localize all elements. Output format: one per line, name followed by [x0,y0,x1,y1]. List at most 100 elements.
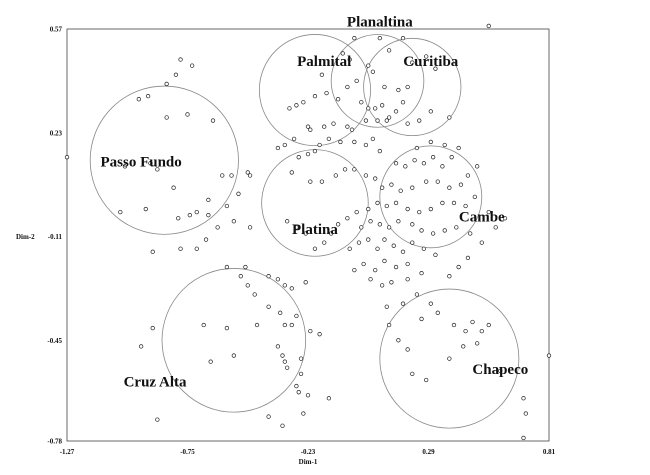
data-point [247,225,253,230]
data-point [472,194,477,200]
data-point [280,423,285,428]
data-point [220,173,225,178]
data-point [312,246,318,251]
data-point [280,353,285,358]
data-point [449,155,454,160]
data-point [465,173,471,178]
label-planaltina: Planaltina [347,14,413,30]
data-point [224,264,230,270]
data-point [203,237,209,242]
data-point [414,145,420,151]
label-chapeco: Chapeco [472,362,528,378]
data-point [324,90,329,96]
data-point [382,258,387,264]
data-point [451,200,457,206]
data-point [375,246,380,251]
data-point [266,414,271,419]
data-point [368,219,373,224]
data-point [486,322,491,328]
data-point [356,240,362,245]
data-point [486,209,491,215]
data-point [377,148,382,154]
data-point [275,344,281,349]
data-point [352,139,357,145]
data-point [361,261,366,267]
label-cruz-alta: Cruz Alta [124,374,187,390]
circle-palmital [258,34,371,147]
data-point [352,167,357,172]
data-point [380,283,385,288]
data-point [284,219,290,224]
data-point [405,84,410,90]
data-point [419,228,424,233]
data-point [278,310,283,315]
data-point [238,274,243,279]
data-point [391,243,396,248]
data-point [410,222,415,227]
data-point [486,23,491,29]
data-point [382,84,387,90]
data-point [349,127,355,132]
circle-planaltina [330,34,425,128]
data-point [345,216,350,221]
data-point [479,240,484,245]
data-point [291,136,297,142]
data-point [442,228,447,233]
data-point [301,100,306,105]
data-point [345,124,350,129]
data-point [430,231,436,236]
circle-platina [261,149,369,257]
data-point [363,173,369,178]
data-point [389,182,394,187]
data-point [294,313,299,319]
data-point [136,97,141,102]
data-point [417,209,422,215]
data-point [400,301,406,306]
data-point [403,164,408,169]
data-point [224,203,230,209]
data-point [447,274,452,279]
data-point [282,283,287,288]
data-point [414,292,420,297]
data-point [375,200,380,206]
y-tick-labels: 0.57 0.23 -0.11 -0.45 -0.78 [47,26,62,446]
circle-chapeco [379,288,520,429]
data-point [118,209,123,215]
label-palmital: Palmital [297,54,351,70]
data-point [398,188,403,193]
data-point [164,81,169,87]
y-axis-title: Dim-2 [16,233,35,241]
data-point [366,106,371,111]
data-point [456,264,461,270]
data-point [194,209,199,215]
y-tick-label: 0.57 [50,26,63,34]
data-point [329,231,334,236]
circle-cruz-alta [161,268,307,413]
data-point [493,225,498,230]
data-point [229,173,234,178]
data-point [171,185,176,190]
data-point [215,225,220,230]
data-point [266,304,271,309]
data-point [366,237,371,242]
data-point [354,209,359,215]
data-point [284,365,290,370]
data-point [424,54,429,59]
data-point [368,277,373,282]
data-point [428,139,433,145]
data-point [312,93,318,99]
data-point [424,377,429,383]
data-point [393,200,399,206]
x-tick-label: -0.75 [180,448,195,456]
data-point [164,115,169,120]
data-point [194,246,199,251]
data-point [352,267,357,273]
data-point [377,222,382,227]
data-point [340,51,345,56]
data-point [335,222,341,227]
data-point [308,127,313,132]
data-point [347,246,352,251]
data-point [245,283,250,288]
data-point [424,179,429,184]
data-point [252,292,257,297]
